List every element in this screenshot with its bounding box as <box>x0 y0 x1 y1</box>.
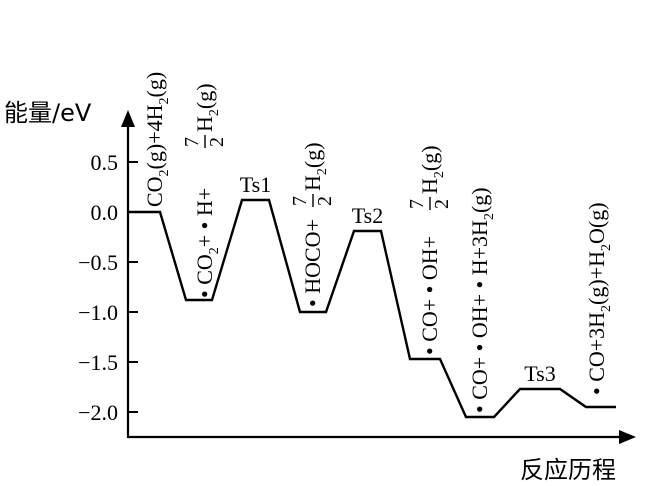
species-text: • CO+ • OH+ <box>417 236 442 355</box>
species-text: (g)+H <box>584 251 609 305</box>
species-text: + • H+ <box>192 188 217 247</box>
y-tick-label: −0.5 <box>78 250 118 275</box>
species-text: O(g) <box>584 202 609 244</box>
species-text: CO <box>142 176 167 207</box>
reaction-energy-path <box>128 198 616 419</box>
fraction-numerator: 7 <box>181 137 203 147</box>
y-tick-label: −1.0 <box>78 300 118 325</box>
y-tick-labels: 0.5 0.0 −0.5 −1.0 −1.5 −2.0 <box>78 150 118 425</box>
svg-text:H2(g): H2(g) <box>417 145 447 194</box>
species-subscript: 2 <box>315 168 330 175</box>
ts3-label: Ts3 <box>524 361 555 386</box>
svg-text:H2(g): H2(g) <box>192 83 222 132</box>
species-label-2: • CO2+ • H+ 7 2 H2(g) <box>181 83 228 298</box>
species-label-4: • CO+ • OH+ 7 2 H2(g) <box>406 145 453 355</box>
species-subscript: 2 <box>432 171 447 178</box>
fraction-7-2: 7 2 <box>406 197 453 210</box>
species-label-3: • HOCO+ 7 2 H2(g) <box>289 142 336 307</box>
fraction-numerator: 7 <box>406 199 428 209</box>
svg-text:• CO+ • OH+ • H+3H2(g): • CO+ • OH+ • H+3H2(g) <box>467 187 497 413</box>
y-tick-label: −1.5 <box>78 350 118 375</box>
species-subscript: 2 <box>157 169 172 176</box>
fraction-denominator: 2 <box>314 196 336 206</box>
species-subscript: 2 <box>207 247 222 254</box>
fraction-numerator: 7 <box>289 196 311 206</box>
species-subscript: 2 <box>599 244 614 251</box>
species-text: H <box>192 116 217 132</box>
x-axis-arrow <box>619 430 636 444</box>
species-text: H <box>300 175 325 191</box>
species-label-6: • CO+3H2(g)+H2O(g) <box>584 202 614 395</box>
species-text: • HOCO+ <box>300 219 325 307</box>
species-subscript: 2 <box>207 109 222 116</box>
species-subscript: 2 <box>157 97 172 104</box>
species-text: (g) <box>467 187 492 213</box>
species-text: • CO+ • OH+ • H+3H <box>467 220 492 413</box>
species-text: (g)+4H <box>142 104 167 169</box>
svg-text:• CO+3H2(g)+H2O(g): • CO+3H2(g)+H2O(g) <box>584 202 614 395</box>
species-label-1: CO2(g)+4H2(g) <box>142 72 172 207</box>
y-tick-label: 0.0 <box>91 200 119 225</box>
species-text: (g) <box>300 142 325 168</box>
fraction-denominator: 2 <box>431 199 453 209</box>
species-text: (g) <box>192 83 217 109</box>
species-text: • CO <box>192 254 217 298</box>
y-tick-label: 0.5 <box>91 150 119 175</box>
fraction-7-2: 7 2 <box>181 135 228 148</box>
species-text: (g) <box>417 145 442 171</box>
ts1-label: Ts1 <box>240 172 271 197</box>
y-ticks <box>128 161 138 413</box>
fraction-7-2: 7 2 <box>289 194 336 207</box>
y-axis-arrow <box>121 110 135 127</box>
svg-text:H2(g): H2(g) <box>300 142 330 191</box>
species-text: (g) <box>142 72 167 98</box>
svg-text:• CO2+ • H+: • CO2+ • H+ <box>192 188 222 298</box>
species-subscript: 2 <box>482 213 497 220</box>
fraction-denominator: 2 <box>206 137 228 147</box>
svg-text:CO2(g)+4H2(g): CO2(g)+4H2(g) <box>142 72 172 207</box>
species-text: • CO+3H <box>584 312 609 395</box>
ts2-label: Ts2 <box>352 203 383 228</box>
species-label-5: • CO+ • OH+ • H+3H2(g) <box>467 187 497 413</box>
y-tick-label: −2.0 <box>78 400 118 425</box>
species-text: H <box>417 178 442 194</box>
y-axis-title: 能量/eV <box>4 99 92 127</box>
species-subscript: 2 <box>599 305 614 312</box>
x-axis-title: 反应历程 <box>520 456 616 484</box>
